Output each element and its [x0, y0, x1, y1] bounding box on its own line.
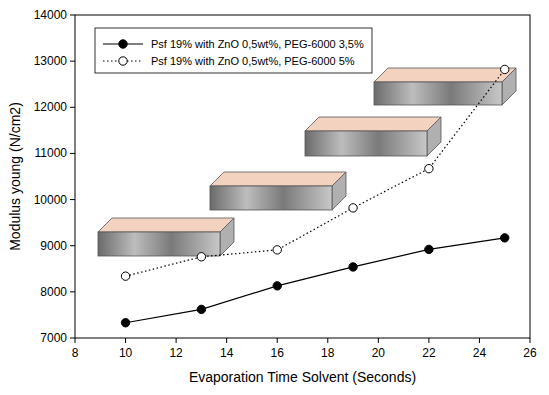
x-tick-label: 14 — [220, 346, 234, 360]
inset-top — [98, 218, 234, 232]
y-tick — [70, 338, 75, 339]
y-tick — [70, 153, 75, 154]
point — [197, 305, 205, 313]
x-tick-label: 24 — [473, 346, 487, 360]
point — [349, 263, 357, 271]
x-tick-label: 18 — [321, 346, 335, 360]
inset-front — [374, 82, 502, 105]
point — [273, 246, 281, 254]
legend: Psf 19% with ZnO 0,5wt%, PEG-6000 3,5% Ps… — [95, 28, 372, 73]
inset-front — [305, 131, 427, 156]
legend-marker — [119, 40, 127, 48]
x-tick-label: 10 — [119, 346, 133, 360]
inset-top — [305, 117, 441, 131]
x-tick — [327, 338, 328, 343]
inset-side — [427, 117, 441, 156]
x-tick-label: 26 — [523, 346, 537, 360]
x-tick — [428, 338, 429, 343]
membrane-inset — [305, 117, 441, 156]
plot-area — [121, 65, 509, 327]
y-tick — [70, 107, 75, 108]
x-tick — [75, 338, 76, 343]
legend-label: Psf 19% with ZnO 0,5wt%, PEG-6000 3,5% — [151, 38, 364, 50]
y-tick-label: 13000 — [34, 54, 68, 68]
point — [501, 234, 509, 242]
legend-marker — [119, 57, 127, 65]
y-tick-label: 9000 — [40, 239, 67, 253]
point — [121, 319, 129, 327]
point — [197, 253, 205, 261]
inset-top — [210, 172, 346, 186]
x-tick — [226, 338, 227, 343]
x-tick — [125, 338, 126, 343]
point — [501, 65, 509, 73]
legend-box — [95, 28, 372, 73]
inset-top — [374, 68, 516, 82]
y-tick — [70, 199, 75, 200]
y-tick-label: 10000 — [34, 193, 68, 207]
y-axis-title: Modulus young (N/cm2) — [7, 102, 23, 251]
membrane-inset — [210, 172, 346, 210]
inset-side — [332, 172, 346, 210]
y-tick — [70, 15, 75, 16]
x-tick-label: 12 — [169, 346, 183, 360]
y-tick-label: 14000 — [34, 8, 68, 22]
x-tick-label: 22 — [422, 346, 436, 360]
chart: 8 10 12 14 16 18 20 22 24 26 7000 8000 9000 10000 1100… — [0, 0, 549, 395]
x-tick — [176, 338, 177, 343]
y-tick-label: 11000 — [35, 146, 68, 160]
point — [349, 204, 357, 212]
x-tick — [530, 338, 531, 343]
point — [425, 164, 433, 172]
y-tick — [70, 245, 75, 246]
inset-front — [210, 186, 332, 210]
membrane-inset — [98, 218, 234, 256]
legend-label: Psf 19% with ZnO 0,5wt%, PEG-6000 5% — [151, 55, 355, 67]
x-tick — [378, 338, 379, 343]
plot-frame — [75, 15, 530, 338]
x-tick-label: 8 — [72, 346, 79, 360]
point — [273, 282, 281, 290]
y-tick-label: 7000 — [40, 331, 67, 345]
x-tick — [277, 338, 278, 343]
y-tick — [70, 291, 75, 292]
y-tick — [70, 61, 75, 62]
x-tick-label: 16 — [271, 346, 285, 360]
y-tick-label: 8000 — [40, 285, 67, 299]
inset-side — [220, 218, 234, 256]
series-line — [126, 238, 505, 323]
y-tick-label: 12000 — [34, 100, 68, 114]
membrane-inset — [374, 68, 516, 105]
series-line — [126, 69, 505, 276]
x-tick-label: 20 — [372, 346, 386, 360]
point — [425, 245, 433, 253]
x-tick — [479, 338, 480, 343]
x-axis-title: Evaporation Time Solvent (Seconds) — [189, 369, 416, 385]
point — [121, 272, 129, 280]
